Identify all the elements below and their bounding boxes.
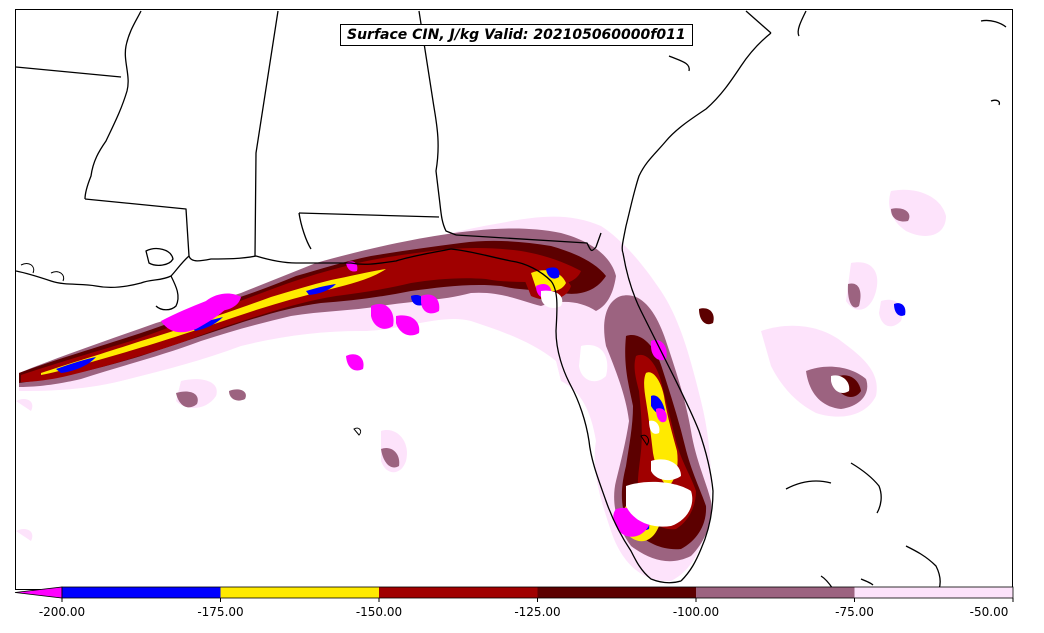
colorbar-swatch	[854, 587, 1013, 598]
colorbar-ticks: -200.00 -175.00 -150.00 -125.00 -100.00 -75.0…	[39, 598, 1014, 619]
colorbar-tick-label: -50.00	[970, 605, 1009, 619]
colorbar-swatch	[220, 587, 379, 598]
colorbar-tick-label: -175.00	[197, 605, 243, 619]
colorbar-under-arrow	[14, 586, 63, 599]
colorbar-swatch	[696, 587, 855, 598]
cin-clear-areas	[541, 290, 850, 527]
colorbar-tick-label: -100.00	[673, 605, 719, 619]
colorbar-tick-label: -75.00	[835, 605, 874, 619]
map-panel: Surface CIN, J/kg Valid: 202105060000f01…	[15, 9, 1013, 590]
colorbar-swatches	[14, 586, 1014, 599]
coastlines-and-borders	[16, 10, 1007, 589]
colorbar-swatch	[62, 587, 221, 598]
cin-dark-maroon-regions	[19, 240, 861, 550]
colorbar-tick-label: -200.00	[39, 605, 85, 619]
map-title: Surface CIN, J/kg Valid: 202105060000f01…	[340, 24, 693, 46]
colorbar-tick-label: -150.00	[356, 605, 402, 619]
cin-magenta-regions	[161, 261, 667, 537]
colorbar-tick-label: -125.00	[514, 605, 560, 619]
colorbar: -200.00 -175.00 -150.00 -125.00 -100.00 -75.0…	[14, 586, 1014, 619]
small-islands	[20, 263, 649, 446]
map-canvas	[16, 10, 1007, 589]
colorbar-swatch	[379, 587, 538, 598]
colorbar-swatch	[537, 587, 696, 598]
